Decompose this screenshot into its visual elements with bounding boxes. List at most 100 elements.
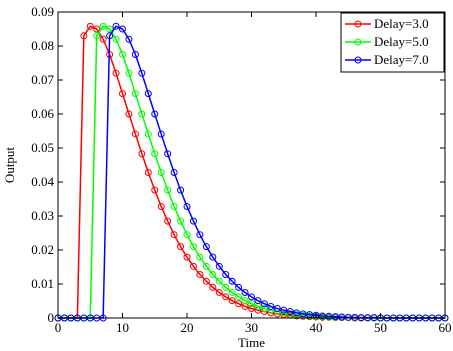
data-point [177, 217, 185, 225]
y-tick-label: 0.07 [31, 72, 54, 87]
data-point [170, 231, 178, 239]
data-point [267, 302, 275, 310]
data-point [202, 277, 210, 285]
data-point [273, 304, 281, 312]
data-point [86, 22, 94, 30]
y-tick-label: 0.05 [31, 140, 54, 155]
y-tick-label: 0.01 [31, 276, 54, 291]
data-point [151, 110, 159, 118]
y-tick-label: 0.03 [31, 208, 54, 223]
data-point [228, 297, 236, 305]
data-point [112, 22, 120, 30]
data-point [125, 110, 133, 118]
data-point [144, 130, 152, 138]
ticks-layer: 0 10 20 30 40 50 60 0 0.01 0.02 0.03 0.04 0.05 0.06 0.… [31, 4, 451, 335]
data-point [112, 35, 120, 43]
data-point [202, 243, 210, 251]
legend-swatch-marker [354, 38, 362, 46]
legend-item: Delay=7.0 [345, 52, 429, 67]
data-point [170, 202, 178, 210]
data-point [254, 297, 262, 305]
data-point [93, 32, 101, 40]
data-point [106, 32, 114, 40]
data-point [164, 186, 172, 194]
data-point [157, 130, 165, 138]
data-point [196, 231, 204, 239]
data-point [241, 297, 249, 305]
legend-label: Delay=3.0 [374, 16, 429, 31]
data-point [164, 150, 172, 158]
data-point [112, 69, 120, 77]
y-tick-label: 0.06 [31, 106, 54, 121]
data-point [222, 283, 230, 291]
x-tick-label: 10 [116, 320, 129, 335]
data-point [125, 69, 133, 77]
legend-item: Delay=3.0 [345, 16, 429, 31]
data-point [189, 243, 197, 251]
y-axis-label: Output [2, 147, 17, 184]
data-point [248, 304, 255, 312]
data-point [131, 90, 139, 98]
data-point [293, 309, 301, 317]
x-tick-label: 30 [245, 320, 258, 335]
y-tick-label: 0.09 [31, 4, 54, 19]
x-tick-label: 60 [439, 320, 452, 335]
data-point [222, 293, 230, 301]
y-tick-label: 0 [48, 310, 55, 325]
data-point [209, 253, 217, 261]
legend: Delay=3.0 Delay=5.0 Delay=7.0 [340, 12, 445, 73]
data-point [248, 293, 255, 301]
y-tick-label: 0.04 [31, 174, 54, 189]
data-point [189, 262, 197, 270]
data-point [286, 308, 294, 316]
y-tick-label: 0.02 [31, 242, 54, 257]
data-point [131, 130, 139, 138]
data-point [183, 231, 191, 239]
legend-swatch-marker [354, 20, 362, 28]
x-tick-label: 40 [310, 320, 323, 335]
data-point [235, 293, 243, 301]
data-point [157, 168, 165, 176]
data-point [241, 289, 249, 296]
data-point [215, 289, 223, 296]
data-point [189, 217, 197, 225]
data-point [164, 217, 172, 225]
data-point [119, 90, 126, 98]
legend-item: Delay=5.0 [345, 34, 429, 49]
data-point [228, 289, 236, 296]
data-point [144, 168, 152, 176]
data-point [99, 35, 107, 43]
data-point [80, 32, 88, 40]
data-point [215, 262, 223, 270]
legend-label: Delay=7.0 [374, 52, 429, 67]
data-point [235, 283, 243, 291]
data-point [177, 186, 185, 194]
data-point [183, 202, 191, 210]
data-point [235, 300, 243, 308]
x-axis-label: Time [238, 335, 265, 350]
x-tick-label: 20 [181, 320, 194, 335]
data-point [119, 25, 126, 33]
data-point [119, 51, 126, 58]
y-tick-label: 0.08 [31, 38, 54, 53]
data-point [138, 110, 146, 118]
data-point [196, 270, 204, 278]
data-point [151, 186, 159, 194]
data-point [151, 150, 159, 158]
data-point [196, 253, 204, 261]
x-tick-label: 0 [55, 320, 62, 335]
data-point [131, 51, 139, 58]
x-tick-label: 50 [374, 320, 387, 335]
data-point [299, 310, 307, 318]
data-point [209, 270, 217, 278]
legend-items: Delay=3.0 Delay=5.0 Delay=7.0 [345, 16, 429, 67]
data-point [93, 25, 101, 33]
legend-swatch-marker [354, 56, 362, 64]
data-point [138, 69, 146, 77]
data-point [106, 25, 114, 33]
data-point [248, 300, 255, 308]
data-point [228, 277, 236, 285]
data-point [177, 243, 185, 251]
